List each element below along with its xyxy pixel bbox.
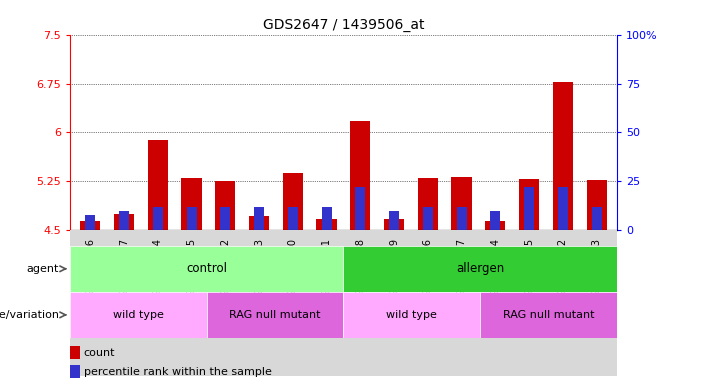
Bar xyxy=(153,207,163,230)
Text: GSM158140: GSM158140 xyxy=(288,238,298,297)
Bar xyxy=(70,246,343,292)
Bar xyxy=(592,207,601,230)
Bar xyxy=(480,292,617,338)
Bar xyxy=(524,187,534,230)
Text: GSM158145: GSM158145 xyxy=(186,238,196,297)
Bar xyxy=(70,292,207,338)
Text: GSM158142: GSM158142 xyxy=(558,238,568,297)
Bar xyxy=(343,292,480,338)
Text: percentile rank within the sample: percentile rank within the sample xyxy=(84,367,272,377)
Text: agent: agent xyxy=(27,264,59,274)
Bar xyxy=(80,220,100,230)
Bar xyxy=(490,211,501,230)
Bar xyxy=(283,173,303,230)
Bar xyxy=(316,218,336,230)
Text: GSM158135: GSM158135 xyxy=(524,238,534,297)
Bar xyxy=(70,365,80,378)
Bar xyxy=(587,180,607,230)
Text: count: count xyxy=(84,348,115,358)
Bar xyxy=(182,178,202,230)
Bar xyxy=(350,121,371,230)
Bar xyxy=(519,179,539,230)
Text: GSM158136: GSM158136 xyxy=(86,238,95,297)
Bar xyxy=(485,220,505,230)
Bar xyxy=(148,140,168,230)
Bar xyxy=(558,187,568,230)
Text: GSM158141: GSM158141 xyxy=(322,238,332,297)
Title: GDS2647 / 1439506_at: GDS2647 / 1439506_at xyxy=(263,18,424,32)
Bar xyxy=(451,177,472,230)
Text: GSM158146: GSM158146 xyxy=(423,238,433,297)
Bar xyxy=(207,292,343,338)
Text: GSM158133: GSM158133 xyxy=(254,238,264,297)
Bar xyxy=(355,187,365,230)
Text: GSM158132: GSM158132 xyxy=(220,238,231,297)
Bar xyxy=(288,207,298,230)
Bar xyxy=(86,215,95,230)
Text: RAG null mutant: RAG null mutant xyxy=(503,310,594,320)
Bar xyxy=(456,207,467,230)
Bar xyxy=(249,216,269,230)
Bar xyxy=(384,218,404,230)
Text: RAG null mutant: RAG null mutant xyxy=(229,310,321,320)
Bar xyxy=(220,207,231,230)
Text: genotype/variation: genotype/variation xyxy=(0,310,59,320)
Bar xyxy=(114,214,134,230)
Bar xyxy=(254,207,264,230)
Text: control: control xyxy=(186,262,227,275)
Text: wild type: wild type xyxy=(113,310,164,320)
Bar xyxy=(70,230,617,376)
Bar xyxy=(186,207,197,230)
Bar xyxy=(389,211,399,230)
Text: GSM158137: GSM158137 xyxy=(119,238,129,297)
Bar xyxy=(418,178,438,230)
Bar xyxy=(119,211,129,230)
Bar xyxy=(343,246,617,292)
Bar xyxy=(70,346,80,359)
Bar xyxy=(423,207,433,230)
Text: GSM158139: GSM158139 xyxy=(389,238,399,297)
Bar xyxy=(322,207,332,230)
Bar xyxy=(553,81,573,230)
Text: allergen: allergen xyxy=(456,262,504,275)
Text: GSM158147: GSM158147 xyxy=(456,238,467,297)
Text: wild type: wild type xyxy=(386,310,437,320)
Text: GSM158134: GSM158134 xyxy=(491,238,501,297)
Text: GSM158144: GSM158144 xyxy=(153,238,163,297)
Text: GSM158138: GSM158138 xyxy=(355,238,365,297)
Bar xyxy=(215,182,236,230)
Text: GSM158143: GSM158143 xyxy=(592,238,601,297)
